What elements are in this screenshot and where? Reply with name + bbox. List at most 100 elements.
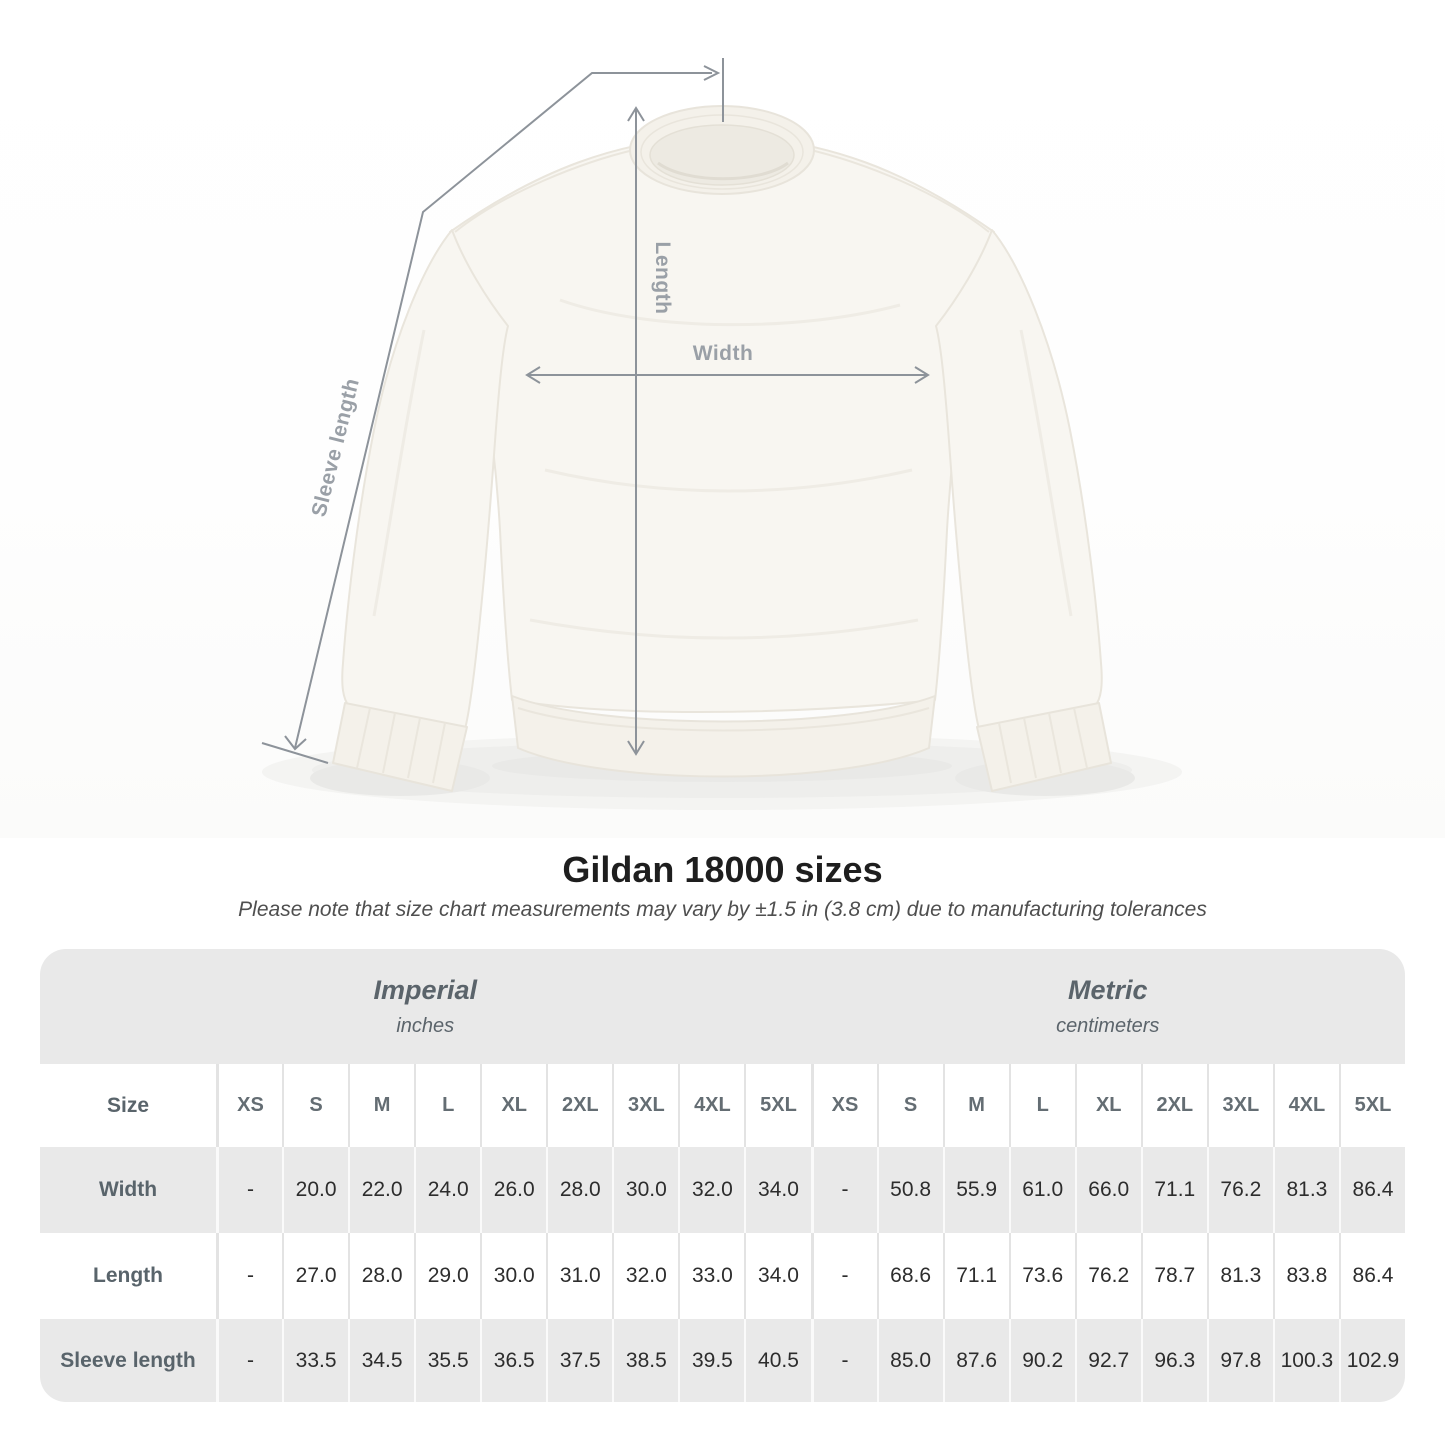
value-cell: 30.0 (480, 1233, 546, 1319)
value-cell: 50.8 (876, 1147, 943, 1233)
value-cell: 37.5 (546, 1319, 612, 1402)
arrowhead-down-icon (284, 735, 307, 751)
value-cell: 26.0 (480, 1147, 546, 1233)
value-cell: 71.1 (942, 1233, 1009, 1319)
value-cell: - (810, 1319, 877, 1402)
end-tick (261, 742, 329, 764)
value-cell: 85.0 (876, 1319, 943, 1402)
length-row: Length - 27.0 28.0 29.0 30.0 31.0 32.0 3… (40, 1233, 1405, 1319)
value-cell: - (216, 1147, 282, 1233)
arrowhead-down-icon (627, 740, 645, 756)
value-cell: 61.0 (1008, 1147, 1075, 1233)
value-cell: 100.3 (1272, 1319, 1339, 1402)
size-col-header: 3XL (1206, 1064, 1273, 1147)
arrowhead-right-icon (914, 366, 930, 384)
unit-header-band: Imperial inches Metric centimeters (40, 949, 1405, 1064)
sweatshirt-body (449, 135, 995, 713)
value-cell: 92.7 (1074, 1319, 1141, 1402)
value-cell: 34.5 (348, 1319, 414, 1402)
value-cell: 66.0 (1074, 1147, 1141, 1233)
length-label: Length (651, 242, 674, 315)
size-col-header: 2XL (546, 1064, 612, 1147)
arrowhead-right-icon (703, 65, 721, 81)
left-sleeve (341, 229, 509, 730)
sweatshirt-diagram: Sleeve length Length Width (261, 58, 1182, 810)
value-cell: 76.2 (1074, 1233, 1141, 1319)
value-cell: 22.0 (348, 1147, 414, 1233)
size-col-header: XL (1074, 1064, 1141, 1147)
width-row: Width - 20.0 22.0 24.0 26.0 28.0 30.0 32… (40, 1147, 1405, 1233)
size-header-row: Size XS S M L XL 2XL 3XL 4XL 5XL XS S M … (40, 1064, 1405, 1147)
value-cell: 27.0 (282, 1233, 348, 1319)
size-col-header: 4XL (678, 1064, 744, 1147)
value-cell: 81.3 (1206, 1233, 1273, 1319)
size-col-header: S (876, 1064, 943, 1147)
value-cell: - (216, 1319, 282, 1402)
page-title: Gildan 18000 sizes (562, 849, 883, 890)
value-cell: 76.2 (1206, 1147, 1273, 1233)
value-cell: 31.0 (546, 1233, 612, 1319)
value-cell: 55.9 (942, 1147, 1009, 1233)
value-cell: 28.0 (546, 1147, 612, 1233)
right-sleeve (935, 229, 1103, 730)
value-cell: - (810, 1233, 877, 1319)
sleeve-length-row: Sleeve length - 33.5 34.5 35.5 36.5 37.5… (40, 1319, 1405, 1402)
size-col-header: 3XL (612, 1064, 678, 1147)
imperial-unit: inches (396, 1015, 455, 1037)
size-col-header: S (282, 1064, 348, 1147)
value-cell: 20.0 (282, 1147, 348, 1233)
imperial-title: Imperial (373, 975, 478, 1005)
left-cuff (332, 702, 468, 792)
value-cell: 36.5 (480, 1319, 546, 1402)
value-cell: 102.9 (1338, 1319, 1405, 1402)
width-label: Width (693, 342, 754, 365)
value-cell: 28.0 (348, 1233, 414, 1319)
value-cell: 34.0 (744, 1233, 810, 1319)
size-col-header: 5XL (1338, 1064, 1405, 1147)
size-col-header: L (1008, 1064, 1075, 1147)
value-cell: 32.0 (612, 1233, 678, 1319)
size-col-header: 2XL (1140, 1064, 1207, 1147)
width-measure-line: Width (525, 342, 930, 384)
row-label: Length (93, 1264, 163, 1287)
waistband (511, 695, 936, 778)
value-cell: 33.5 (282, 1319, 348, 1402)
value-cell: 97.8 (1206, 1319, 1273, 1402)
value-cell: - (216, 1233, 282, 1319)
size-col-header: XL (480, 1064, 546, 1147)
value-cell: 34.0 (744, 1147, 810, 1233)
imperial-header: Imperial inches (40, 949, 811, 1064)
value-cell: 87.6 (942, 1319, 1009, 1402)
value-cell: 81.3 (1272, 1147, 1339, 1233)
value-cell: 33.0 (678, 1233, 744, 1319)
size-col-header: M (942, 1064, 1009, 1147)
size-header-label: Size (106, 1093, 150, 1117)
tolerance-note: Please note that size chart measurements… (238, 898, 1207, 921)
metric-header: Metric centimeters (811, 949, 1406, 1064)
size-col-header: XS (810, 1064, 877, 1147)
size-col-header: L (414, 1064, 480, 1147)
title-block: Gildan 18000 sizes Please note that size… (0, 850, 1445, 923)
value-cell: 39.5 (678, 1319, 744, 1402)
size-col-header: M (348, 1064, 414, 1147)
arrowhead-up-icon (627, 106, 645, 122)
value-cell: 29.0 (414, 1233, 480, 1319)
metric-title: Metric (1067, 975, 1148, 1005)
value-cell: 32.0 (678, 1147, 744, 1233)
value-cell: - (810, 1147, 877, 1233)
value-cell: 24.0 (414, 1147, 480, 1233)
size-table: Imperial inches Metric centimeters Size … (40, 949, 1405, 1402)
size-col-header: 5XL (744, 1064, 810, 1147)
right-cuff (976, 702, 1112, 792)
row-label: Sleeve length (60, 1348, 196, 1372)
value-cell: 35.5 (414, 1319, 480, 1402)
value-cell: 78.7 (1140, 1233, 1207, 1319)
value-cell: 96.3 (1140, 1319, 1207, 1402)
value-cell: 68.6 (876, 1233, 943, 1319)
size-col-header: XS (216, 1064, 282, 1147)
value-cell: 86.4 (1338, 1233, 1405, 1319)
arrowhead-left-icon (525, 366, 541, 384)
value-cell: 40.5 (744, 1319, 810, 1402)
value-cell: 83.8 (1272, 1233, 1339, 1319)
